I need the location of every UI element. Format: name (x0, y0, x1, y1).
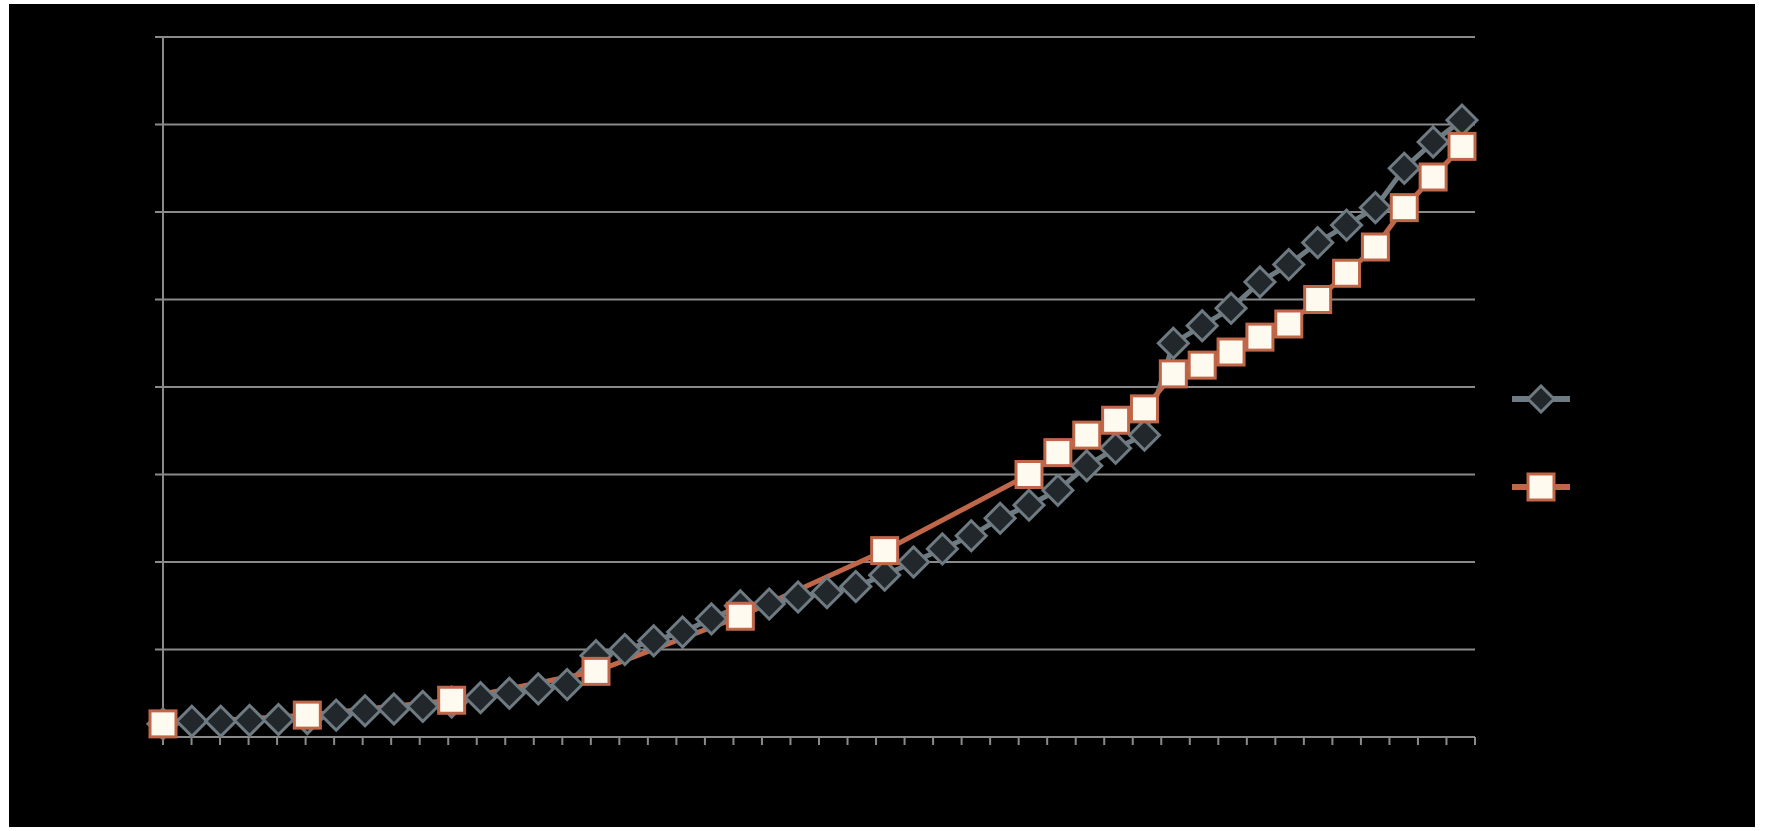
series-1-point (319, 698, 354, 733)
series-1-point (1387, 151, 1422, 186)
series-1-point (954, 518, 989, 553)
series-1-point (463, 680, 498, 715)
series-1-point (1358, 190, 1393, 225)
series-1-point (174, 704, 209, 739)
series-1-point (925, 531, 960, 566)
axes (155, 36, 1476, 745)
series-2-point (148, 709, 178, 739)
series-1-point (1416, 124, 1451, 160)
series-1-point (376, 691, 412, 727)
series-1-point (492, 676, 527, 711)
series-2-point (1043, 438, 1073, 468)
series-plot (145, 103, 1480, 741)
series-1-point (232, 703, 267, 738)
series-2-point (581, 656, 611, 686)
series-1-point (867, 558, 902, 593)
series-1-point (1271, 247, 1306, 282)
series-1-point (607, 632, 642, 667)
series-1-point (1242, 264, 1278, 300)
series-1-point (694, 601, 729, 636)
series-1-point (1300, 225, 1335, 260)
series-2-point (1129, 394, 1159, 424)
series-1-point (1329, 208, 1364, 243)
series-2-line (162, 144, 1464, 727)
series-2-point (1332, 258, 1362, 288)
series-2-point (1187, 350, 1217, 380)
series-1-point (261, 702, 296, 737)
series-1-point (1213, 291, 1249, 326)
series-1-point (1156, 326, 1191, 361)
series-2-point (1389, 193, 1419, 223)
series-2-point (1303, 285, 1333, 314)
series-1-point (636, 623, 671, 658)
series-1-point (405, 689, 440, 724)
series-1-point (665, 614, 700, 650)
series-1-point (896, 544, 931, 580)
series-1-point (1185, 308, 1220, 343)
series-2-point (870, 536, 900, 566)
series-1-point (809, 575, 845, 610)
series-2-point (1072, 420, 1102, 450)
series-1-point (1040, 473, 1075, 508)
series-2-point (1274, 309, 1304, 339)
series-1-point (752, 586, 787, 622)
series-2-point (1101, 405, 1131, 435)
series-2-point (725, 601, 755, 631)
legend-series-2-marker (1526, 472, 1556, 502)
series-2-point (437, 685, 467, 715)
series-1-point (347, 693, 383, 728)
series-2-point (1216, 337, 1246, 367)
series-1-point (1098, 431, 1133, 466)
series-1-point (983, 501, 1018, 536)
series-2-point (1014, 460, 1044, 489)
series-2-point (292, 700, 322, 730)
series-2-point (1418, 162, 1448, 192)
gridlines (163, 36, 1475, 651)
series-2-point (1158, 359, 1188, 389)
series-2-point (1447, 131, 1477, 161)
series-2-point (1360, 232, 1390, 262)
legend (1512, 383, 1570, 502)
series-1-point (1127, 418, 1162, 453)
series-2-point (1245, 322, 1275, 352)
series-1-point (203, 704, 238, 739)
series-1-point (838, 569, 873, 604)
series-1-point (1069, 448, 1104, 483)
series-1-point (1011, 488, 1047, 523)
series-1-line (162, 118, 1464, 727)
series-1-point (780, 579, 816, 615)
series-1-point (550, 667, 585, 702)
legend-series-1-marker (1525, 383, 1557, 415)
series-1-point (521, 671, 556, 706)
